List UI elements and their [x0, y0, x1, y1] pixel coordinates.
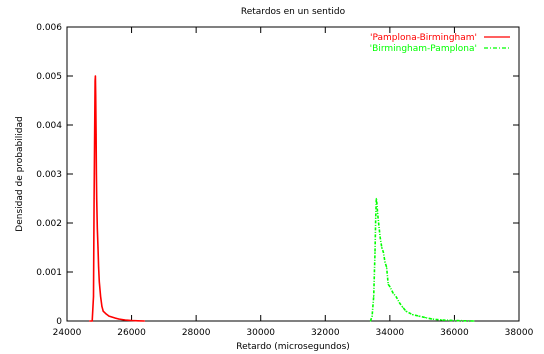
y-tick-label: 0.006: [36, 23, 62, 33]
series-0: [89, 75, 146, 322]
data-point: [102, 310, 104, 312]
x-axis-label: Retardo (microsegundos): [236, 342, 350, 352]
data-point: [375, 197, 377, 200]
data-point: [114, 317, 116, 319]
y-tick-label: 0.001: [36, 268, 62, 278]
data-point: [96, 227, 98, 229]
data-point: [373, 295, 375, 298]
data-point: [91, 320, 93, 322]
data-point: [89, 320, 91, 322]
data-point: [92, 295, 95, 298]
x-tick-label: 30000: [246, 328, 275, 338]
data-point: [95, 95, 97, 97]
data-point: [405, 310, 407, 312]
data-point: [392, 292, 394, 294]
x-tick-label: 32000: [311, 328, 340, 338]
data-point: [124, 319, 126, 321]
data-point: [418, 315, 420, 317]
data-point: [93, 197, 95, 200]
x-tick-label: 38000: [505, 328, 534, 338]
data-point: [131, 319, 133, 322]
y-tick-label: 0.002: [36, 219, 62, 229]
data-point: [402, 306, 404, 308]
data-point: [411, 314, 414, 316]
data-point: [381, 246, 383, 249]
chart-title: Retardos en un sentido: [241, 7, 346, 17]
data-point: [424, 317, 426, 319]
data-point: [379, 237, 381, 239]
y-axis-ticks: 0 0.001 0.002 0.003 0.004 0.005 0.006: [36, 23, 519, 327]
data-point: [118, 318, 120, 320]
data-point: [108, 315, 110, 317]
data-point: [473, 320, 475, 322]
series-1: [369, 197, 475, 322]
data-point: [111, 316, 113, 318]
data-point: [382, 251, 384, 253]
data-point: [94, 75, 96, 77]
data-point: [97, 246, 99, 249]
data-point: [95, 134, 97, 136]
series-line: [89, 75, 145, 322]
data-point: [94, 114, 96, 116]
data-point: [395, 296, 397, 298]
data-point: [375, 217, 377, 219]
data-point: [94, 80, 96, 82]
data-point: [389, 286, 391, 288]
data-point: [369, 320, 372, 322]
x-tick-label: 28000: [182, 328, 211, 338]
x-tick-label: 26000: [117, 328, 146, 338]
y-axis-label: Densidad de probabilidad: [15, 116, 25, 231]
x-tick-label: 24000: [53, 328, 82, 338]
data-point: [98, 281, 100, 283]
data-point: [101, 305, 103, 307]
data-point: [386, 266, 388, 268]
data-point: [137, 320, 139, 322]
series-line: [369, 197, 474, 322]
legend-label-birmingham-pamplona: 'Birmingham-Pamplona': [370, 44, 477, 54]
data-point: [453, 319, 455, 322]
y-tick-label: 0: [56, 317, 62, 327]
data-point: [377, 212, 379, 214]
legend: 'Pamplona-Birmingham' 'Birmingham-Pamplo…: [370, 33, 510, 54]
data-point: [431, 318, 433, 320]
data-point: [440, 319, 443, 321]
data-point: [100, 295, 102, 298]
y-tick-label: 0.003: [36, 170, 62, 180]
data-point: [374, 251, 376, 253]
data-point: [96, 197, 98, 200]
y-tick-label: 0.004: [36, 121, 62, 131]
data-point: [463, 320, 465, 322]
data-point: [378, 222, 380, 224]
data-point: [398, 302, 401, 304]
y-tick-label: 0.005: [36, 72, 62, 82]
data-point: [387, 283, 389, 285]
data-point: [105, 313, 107, 315]
x-axis-ticks: 24000 26000 28000 30000 32000 34000 36000 38000: [53, 27, 534, 338]
data-point: [95, 173, 97, 175]
data-point: [376, 202, 378, 204]
x-tick-label: 34000: [376, 328, 405, 338]
series-layer: [89, 75, 475, 322]
data-point: [371, 315, 373, 317]
x-tick-label: 36000: [440, 328, 469, 338]
legend-label-pamplona-birmingham: 'Pamplona-Birmingham': [370, 33, 477, 43]
data-point: [143, 320, 146, 322]
data-point: [98, 266, 100, 268]
plot-frame: [66, 26, 520, 322]
data-point: [384, 261, 386, 263]
